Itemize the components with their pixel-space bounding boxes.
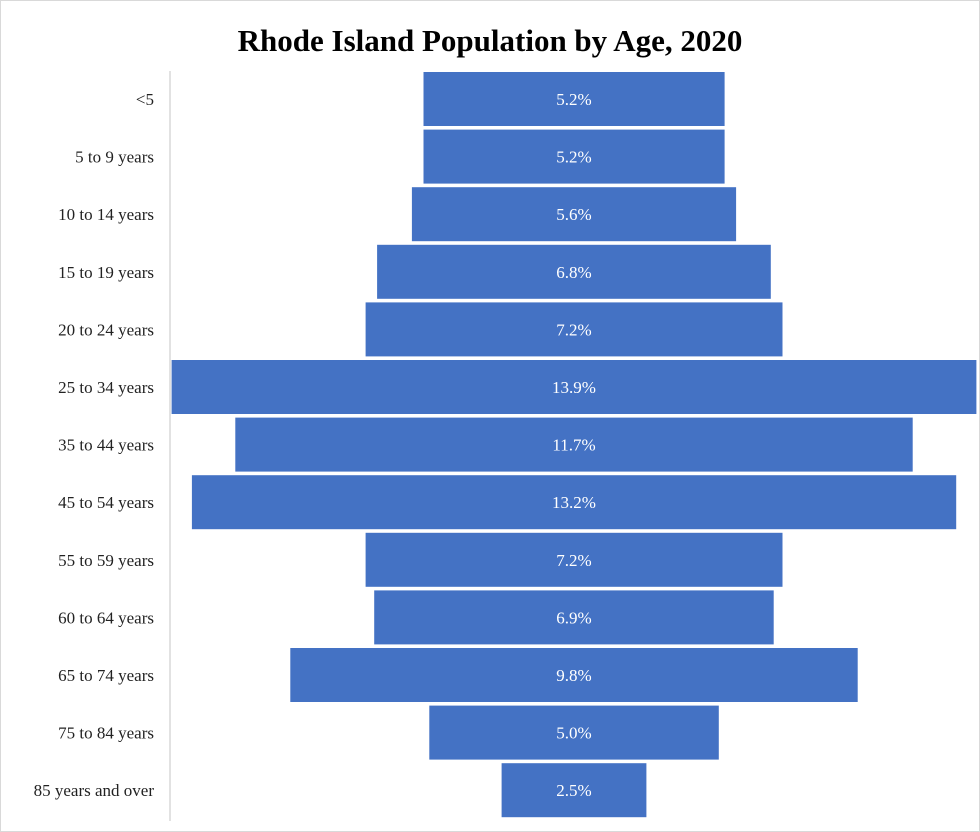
bar-1	[423, 129, 725, 184]
bars-group	[171, 72, 977, 818]
category-label-7: 45 to 54 years	[58, 493, 154, 512]
category-label-5: 25 to 34 years	[58, 378, 154, 397]
category-label-1: 5 to 9 years	[75, 148, 154, 167]
data-label-9: 6.9%	[556, 608, 591, 627]
bar-5	[171, 360, 977, 414]
bar-2	[411, 187, 737, 242]
bar-8	[365, 532, 783, 587]
data-label-4: 7.2%	[556, 320, 591, 339]
data-label-3: 6.8%	[556, 263, 591, 282]
data-label-2: 5.6%	[556, 205, 591, 224]
data-label-8: 7.2%	[556, 551, 591, 570]
category-label-9: 60 to 64 years	[58, 608, 154, 627]
bar-10	[290, 648, 858, 702]
chart-title: Rhode Island Population by Age, 2020	[237, 23, 743, 58]
data-labels-group: 5.2% 5.2% 5.6% 6.8% 7.2% 13.9% 11.7% 13.2% 7.2% 6…	[552, 90, 596, 800]
data-label-7: 13.2%	[552, 493, 596, 512]
data-label-10: 9.8%	[556, 666, 591, 685]
category-label-3: 15 to 19 years	[58, 263, 154, 282]
data-label-1: 5.2%	[556, 148, 591, 167]
bar-0	[423, 72, 725, 126]
category-label-8: 55 to 59 years	[58, 551, 154, 570]
data-label-6: 11.7%	[552, 436, 595, 455]
bar-12	[501, 763, 647, 818]
category-label-2: 10 to 14 years	[58, 205, 154, 224]
category-label-11: 75 to 84 years	[58, 724, 154, 743]
bar-9	[374, 590, 774, 645]
category-label-0: <5	[136, 90, 154, 109]
bar-4	[365, 302, 783, 357]
bar-7	[191, 475, 957, 530]
bar-3	[377, 244, 771, 299]
data-label-0: 5.2%	[556, 90, 591, 109]
data-label-12: 2.5%	[556, 781, 591, 800]
category-label-10: 65 to 74 years	[58, 666, 154, 685]
category-labels-group: <5 5 to 9 years 10 to 14 years 15 to 19 yea…	[34, 90, 155, 800]
bar-11	[429, 705, 719, 760]
bar-6	[235, 417, 913, 472]
category-label-4: 20 to 24 years	[58, 320, 154, 339]
data-label-5: 13.9%	[552, 378, 596, 397]
data-label-11: 5.0%	[556, 724, 591, 743]
category-label-6: 35 to 44 years	[58, 436, 154, 455]
category-label-12: 85 years and over	[34, 781, 155, 800]
